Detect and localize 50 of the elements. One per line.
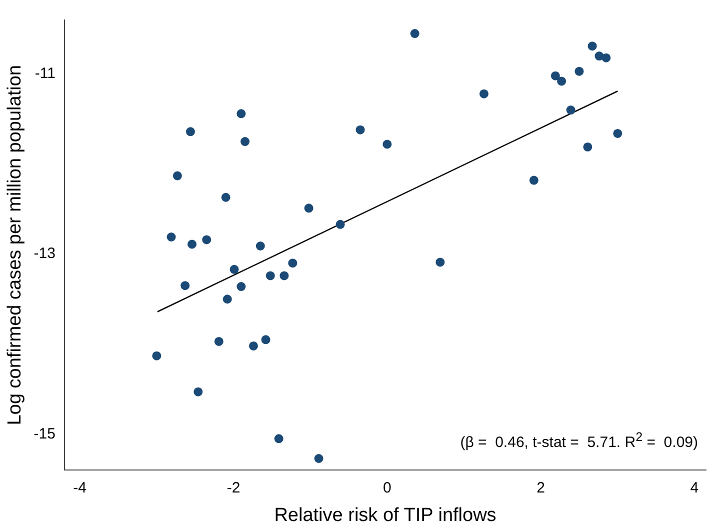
point [236,109,246,118]
point [602,53,611,62]
y-axis-title: Log confirmed cases per million population [4,65,26,426]
x-tick-label: 4 [690,479,699,496]
point [550,71,560,80]
x-tick-label: -4 [73,479,87,496]
point [261,335,270,344]
point [583,142,592,152]
annotation: (β = 0.46, t-stat = 5.71. R$^{2}$ = 0.09) [460,430,698,451]
point [180,281,190,290]
point [356,125,365,134]
point [410,29,420,38]
point [214,336,224,346]
point [588,42,597,51]
point [172,171,182,180]
point [557,76,566,86]
point [186,127,195,136]
point [479,89,488,98]
point [613,128,622,138]
point [188,240,197,249]
x-tick-label: 0 [382,479,392,496]
point [236,282,246,292]
point [166,232,176,242]
x-tick-label: 2 [536,479,545,496]
y-tick-label: -15 [34,425,56,442]
point [382,140,392,149]
point [274,434,284,444]
point [566,106,576,115]
point [230,264,239,274]
point [280,271,289,280]
point [256,242,265,250]
point [529,176,538,185]
point [240,137,250,146]
point [221,192,230,202]
point [152,351,162,360]
point [248,341,258,350]
point [436,258,445,267]
y-tick-label: -13 [34,245,56,262]
x-axis-title: Relative risk of TIP inflows [274,504,496,526]
point [222,294,232,304]
point [336,220,345,229]
point [314,454,324,463]
point [266,271,275,280]
point [288,258,298,268]
point [194,387,203,396]
y-tick-label: -11 [34,65,56,82]
point [202,235,212,244]
x-tick-label: -2 [226,479,240,496]
point [304,204,314,213]
point [574,66,584,76]
